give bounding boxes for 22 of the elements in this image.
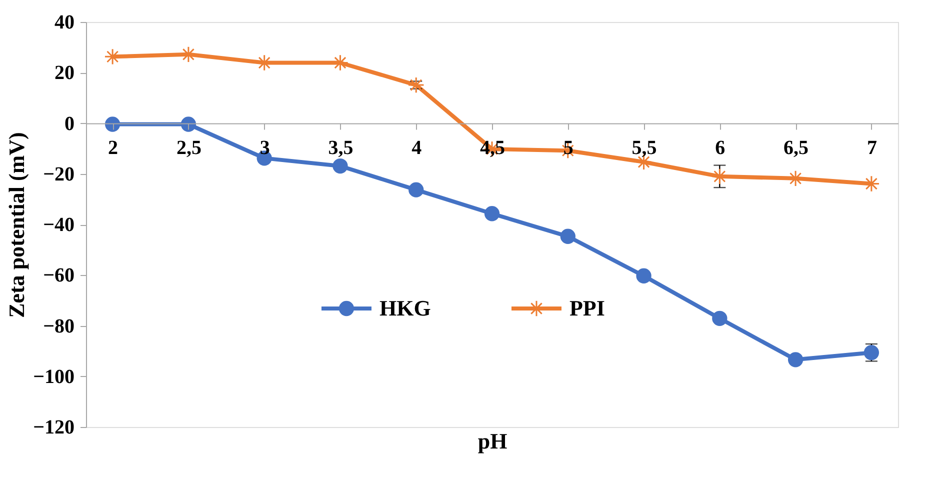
legend-label: PPI <box>569 296 605 320</box>
x-tick-label: 6 <box>715 136 726 159</box>
x-tick-label: 4 <box>412 136 422 159</box>
y-tick-label: −60 <box>43 264 74 287</box>
x-tick-label: 6,5 <box>784 136 809 159</box>
y-tick-label: −120 <box>33 416 74 438</box>
y-axis-title: Zeta potential (mV) <box>4 132 30 318</box>
x-tick-label: 2,5 <box>176 136 202 159</box>
y-tick-label: 40 <box>54 12 74 34</box>
y-tick-label: 0 <box>64 112 74 135</box>
y-tick-label: −100 <box>33 366 74 388</box>
x-tick-label: 3,5 <box>328 136 354 159</box>
x-tick-label: 2 <box>108 136 118 159</box>
legend-label: HKG <box>379 296 431 320</box>
y-tick-label: 20 <box>54 62 74 84</box>
y-tick-label: −40 <box>43 214 74 236</box>
y-tick-label: −20 <box>43 163 74 186</box>
y-tick-label: −80 <box>43 315 74 338</box>
x-axis-title: pH <box>478 428 508 454</box>
x-tick-label: 5,5 <box>632 136 657 159</box>
x-tick-label: 7 <box>866 136 877 159</box>
x-tick-label: 4,5 <box>480 136 505 159</box>
